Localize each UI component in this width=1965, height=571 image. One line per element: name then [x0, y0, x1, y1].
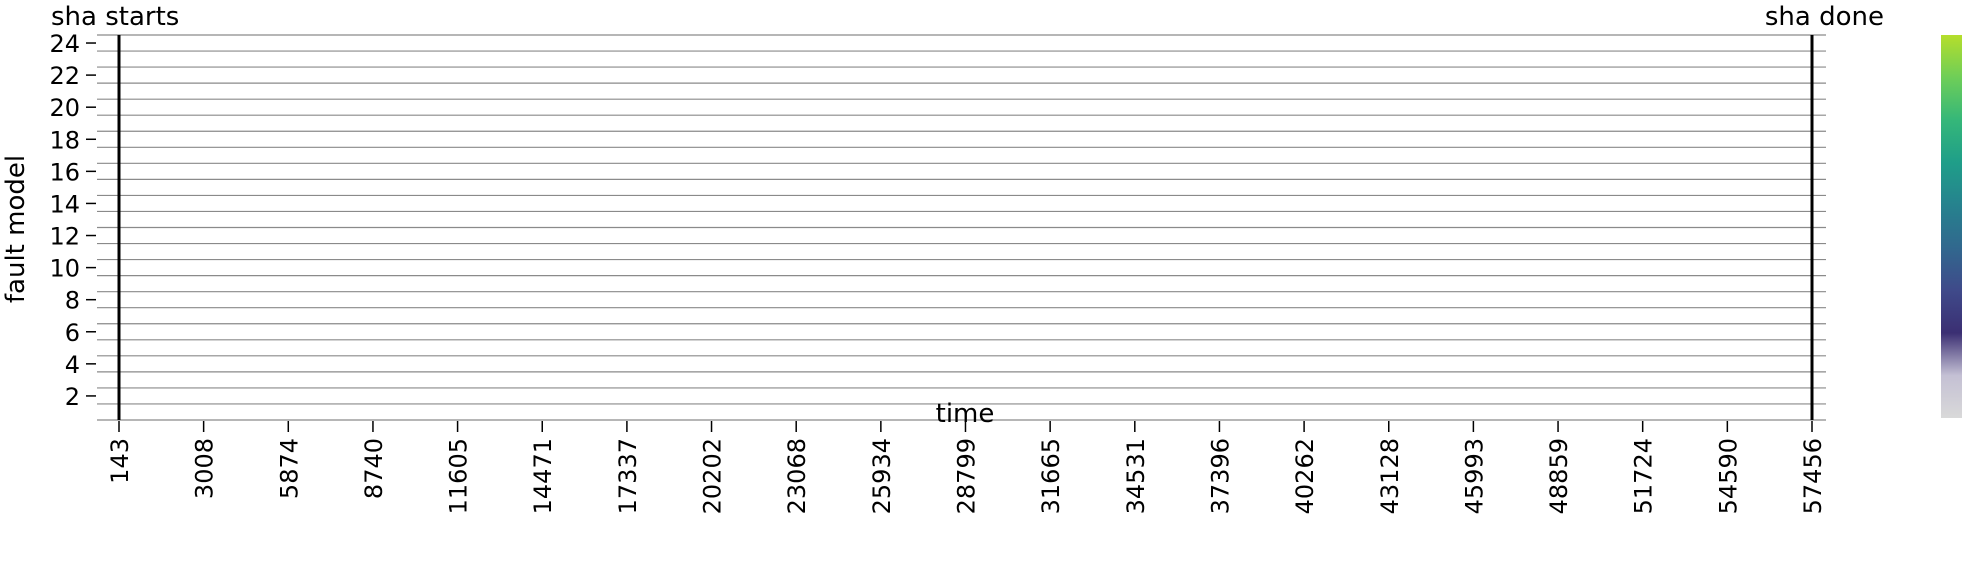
x-tick-label: 28799: [952, 438, 980, 514]
x-tick-label: 3008: [191, 438, 219, 499]
x-tick-label: 23068: [783, 438, 811, 514]
y-tick-label: 18: [49, 126, 80, 154]
y-tick-label: 24: [49, 30, 80, 58]
x-tick-label: 37396: [1206, 438, 1234, 514]
y-tick-label: 10: [49, 255, 80, 283]
y-tick-label: 2: [65, 383, 80, 411]
x-tick-label: 11605: [445, 438, 473, 514]
x-tick-label: 143: [106, 438, 134, 484]
row-separators: [97, 34, 1826, 421]
y-axis-label: fault model: [1, 155, 31, 303]
annotation-label: sha starts: [51, 2, 179, 32]
y-tick-label: 6: [65, 319, 80, 347]
y-tick-label: 8: [65, 287, 80, 315]
x-axis-label: time: [936, 399, 995, 429]
x-tick-label: 17337: [614, 438, 642, 514]
x-tick-label: 14471: [529, 438, 557, 514]
x-tick-label: 43128: [1376, 438, 1404, 514]
x-tick-label: 8740: [360, 438, 388, 499]
x-axis: 143 3008 5874 8740 11605 14471 17337 20202 23068…: [106, 421, 1827, 514]
x-tick-label: 20202: [699, 438, 727, 514]
colorbar: [1941, 35, 1962, 418]
annotation-label: sha done: [1765, 2, 1884, 32]
x-tick-label: 5874: [275, 438, 303, 499]
x-tick-label: 25934: [868, 438, 896, 514]
x-tick-label: 34531: [1122, 438, 1150, 514]
y-tick-label: 22: [49, 62, 80, 90]
x-tick-label: 45993: [1460, 438, 1488, 514]
x-tick-label: 48859: [1545, 438, 1573, 514]
y-tick-label: 4: [65, 351, 80, 379]
y-tick-label: 12: [49, 223, 80, 251]
x-tick-label: 51724: [1630, 438, 1658, 514]
y-tick-label: 16: [49, 158, 80, 186]
y-tick-label: 14: [49, 190, 80, 218]
y-tick-label: 20: [49, 94, 80, 122]
x-tick-label: 31665: [1037, 438, 1065, 514]
x-tick-label: 57456: [1799, 438, 1827, 514]
x-tick-label: 54590: [1714, 438, 1742, 514]
x-tick-label: 40262: [1291, 438, 1319, 514]
annotation-lines: sha starts sha done: [51, 2, 1884, 420]
